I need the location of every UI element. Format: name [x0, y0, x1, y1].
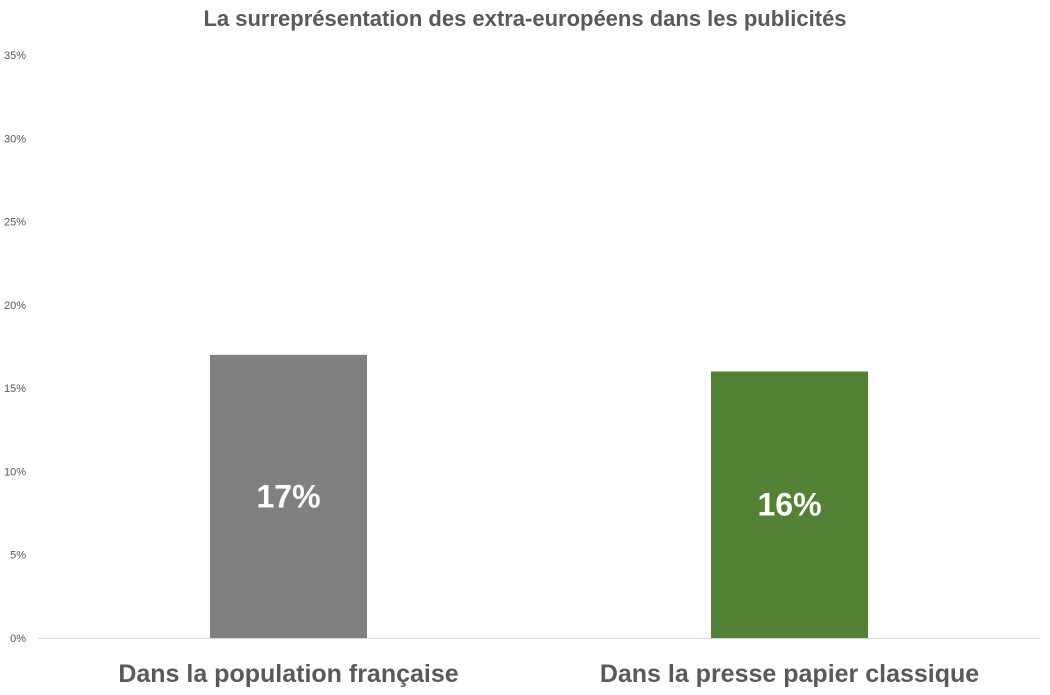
bar — [210, 354, 367, 638]
x-axis-labels: Dans la population française Dans la pres… — [118, 660, 979, 688]
y-tick-label: 10% — [4, 466, 26, 478]
y-tick-label: 20% — [4, 300, 26, 312]
y-tick-label: 35% — [4, 50, 26, 62]
bar — [711, 371, 868, 638]
chart-title: La surreprésentation des extra-européens… — [203, 6, 847, 31]
y-tick-label: 15% — [4, 383, 26, 395]
y-tick-label: 0% — [10, 633, 26, 645]
y-tick-label: 5% — [10, 550, 26, 562]
bars: 17% 16% — [210, 354, 868, 638]
x-category-label: Dans la presse papier classique — [600, 660, 979, 688]
y-tick-label: 25% — [4, 217, 26, 229]
y-axis: 0% 5% 10% 15% 20% 25% 30% 35% — [4, 50, 26, 645]
x-category-label: Dans la population française — [118, 660, 458, 688]
bar-data-label: 17% — [256, 478, 320, 514]
bar-data-label: 16% — [757, 487, 821, 523]
y-tick-label: 30% — [4, 133, 26, 145]
